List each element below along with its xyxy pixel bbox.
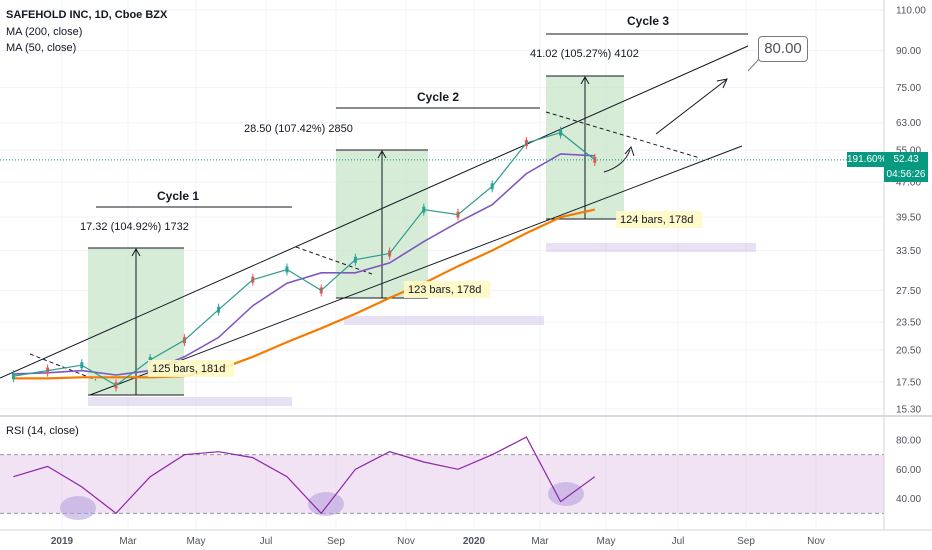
cycle-range-shade xyxy=(546,243,756,252)
bars-label-bg xyxy=(148,360,234,377)
price-tick-label: 47.00 xyxy=(896,177,921,188)
cycle-measure-label: 41.02 (105.27%) 4102 xyxy=(530,48,639,60)
annotations: Cycle 1 17.32 (104.92%) 1732 125 bars, 181… xyxy=(80,14,748,377)
price-tick-label: 27.50 xyxy=(896,286,921,297)
time-axis[interactable]: 2019 Mar May Jul Sep Nov 2020 Mar May Jul Sep Nov xyxy=(51,536,825,547)
bounce-arrow xyxy=(603,149,631,173)
rsi-tick-label: 80.00 xyxy=(896,436,921,447)
symbol-title[interactable]: SAFEHOLD INC, 1D, Cboe BZX xyxy=(6,9,168,21)
time-tick-label: May xyxy=(597,536,616,547)
time-tick-label: Mar xyxy=(531,536,549,547)
price-candle-body xyxy=(11,373,15,380)
rsi-oversold-marker xyxy=(60,496,96,520)
price-tick-label: 33.50 xyxy=(896,246,921,257)
rsi-legend[interactable]: RSI (14, close) xyxy=(6,425,79,437)
pullback-line-1 xyxy=(29,353,97,381)
cycle-label: Cycle 2 xyxy=(417,90,459,104)
price-axis[interactable]: 110.00 90.00 75.00 63.00 55.00 47.00 39.50 33.5… xyxy=(896,6,926,416)
last-price-tag: 52.43 xyxy=(884,152,928,167)
cycle-range-shade xyxy=(344,316,544,325)
price-tick-label: 63.00 xyxy=(896,118,921,129)
zone-arrow-head xyxy=(377,149,387,159)
price-tick-label: 15.30 xyxy=(896,405,921,416)
price-tick-label: 23.50 xyxy=(896,318,921,329)
bounce-arrow-head xyxy=(624,146,635,157)
rsi-tick-label: 40.00 xyxy=(896,494,921,505)
projection-arrow xyxy=(655,79,727,135)
trend-channel xyxy=(0,45,761,396)
rsi-pane xyxy=(0,436,884,520)
price-tick-label: 39.50 xyxy=(896,213,921,224)
pullback-line-3 xyxy=(545,111,701,159)
time-tick-label: 2020 xyxy=(463,536,486,547)
projection-arrow-head xyxy=(716,78,728,89)
ma200-legend[interactable]: MA (200, close) xyxy=(6,26,83,38)
cycle-range-shade xyxy=(88,397,292,406)
rsi-oversold-marker xyxy=(308,492,344,516)
time-tick-label: May xyxy=(187,536,206,547)
price-tick-label: 90.00 xyxy=(896,46,921,57)
bars-label-bg xyxy=(616,211,702,228)
price-tick-label: 20.50 xyxy=(896,345,921,356)
channel-upper xyxy=(0,45,749,379)
target-callout: 80.00 xyxy=(758,36,808,62)
bar-timer-tag: 04:56:26 xyxy=(884,167,928,182)
cycle-bars-label: 123 bars, 178d xyxy=(408,284,481,296)
zone-arrow-head xyxy=(131,247,141,257)
measure-zones xyxy=(88,75,756,406)
cycle-label: Cycle 1 xyxy=(157,189,199,203)
ma200-line xyxy=(13,208,596,380)
time-tick-label: Nov xyxy=(397,536,415,547)
rsi-oversold-marker xyxy=(548,482,584,506)
price-tick-label: 55.00 xyxy=(896,146,921,157)
price-series xyxy=(0,126,884,392)
ma50-line xyxy=(13,153,595,376)
price-tick-label: 17.50 xyxy=(896,377,921,388)
rsi-line xyxy=(13,436,596,515)
time-tick-label: Sep xyxy=(327,536,345,547)
rsi-band xyxy=(0,454,884,514)
channel-lower xyxy=(89,145,743,396)
zone-arrow-head xyxy=(580,75,590,85)
price-line xyxy=(13,131,596,387)
cycle-bars-label: 124 bars, 178d xyxy=(620,214,693,226)
bars-label-bg xyxy=(404,281,490,298)
cycle-measure-label: 17.32 (104.92%) 1732 xyxy=(80,221,189,233)
pct-change-tag: 191.60% xyxy=(847,152,887,167)
price-tick-label: 75.00 xyxy=(896,83,921,94)
time-tick-label: Jul xyxy=(260,536,273,547)
cycle-bars-label: 125 bars, 181d xyxy=(152,363,225,375)
time-tick-label: 2019 xyxy=(51,536,74,547)
ma50-legend[interactable]: MA (50, close) xyxy=(6,42,77,54)
rsi-tick-label: 60.00 xyxy=(896,465,921,476)
time-tick-label: Nov xyxy=(807,536,825,547)
price-tick-label: 110.00 xyxy=(896,6,926,17)
time-tick-label: Jul xyxy=(672,536,685,547)
time-tick-label: Sep xyxy=(737,536,755,547)
cycle-label: Cycle 3 xyxy=(627,14,669,28)
time-tick-label: Mar xyxy=(119,536,137,547)
cycle-measure-label: 28.50 (107.42%) 2850 xyxy=(244,123,353,135)
rsi-axis[interactable]: 80.00 60.00 40.00 xyxy=(896,436,921,506)
